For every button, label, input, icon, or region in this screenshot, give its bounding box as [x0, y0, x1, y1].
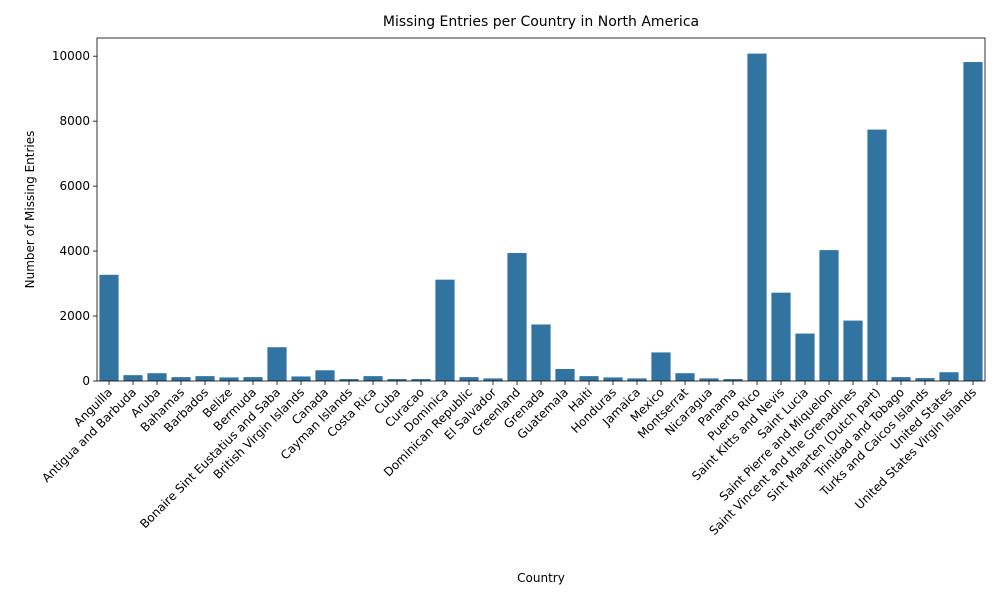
bar	[747, 53, 767, 381]
bar	[771, 292, 791, 381]
bar	[291, 376, 311, 381]
bar	[675, 373, 695, 381]
bar	[147, 373, 167, 381]
bar	[339, 379, 359, 381]
y-tick-label: 2000	[59, 309, 90, 323]
bar	[363, 376, 383, 381]
bar	[819, 250, 839, 381]
bar	[123, 375, 143, 381]
bar	[483, 378, 503, 381]
y-axis-title: Number of Missing Entries	[23, 131, 37, 289]
bar	[243, 377, 263, 381]
x-axis-title: Country	[517, 571, 565, 585]
bar	[795, 333, 815, 381]
y-tick-label: 10000	[52, 49, 90, 63]
bar	[387, 379, 407, 381]
bar	[843, 320, 863, 381]
bar	[867, 129, 887, 381]
bar	[963, 62, 983, 382]
bar	[603, 377, 623, 381]
bar	[579, 376, 599, 381]
bars-group	[99, 53, 983, 382]
y-tick-label: 0	[82, 374, 90, 388]
y-tick-label: 4000	[59, 244, 90, 258]
bar	[531, 324, 551, 381]
bar	[315, 370, 335, 381]
bar	[939, 372, 959, 381]
y-tick-label: 8000	[59, 114, 90, 128]
bar	[891, 377, 911, 381]
bar	[267, 347, 287, 381]
bar	[555, 368, 575, 381]
bar	[219, 377, 239, 381]
bar	[99, 274, 119, 381]
bar	[411, 379, 431, 381]
bar	[651, 352, 671, 381]
chart-title: Missing Entries per Country in North Ame…	[383, 14, 699, 30]
bar	[915, 378, 935, 381]
bar	[723, 379, 743, 381]
y-tick-label: 6000	[59, 179, 90, 193]
bar	[459, 377, 479, 381]
bar	[435, 279, 455, 381]
plot-frame	[96, 37, 986, 382]
bar	[699, 378, 719, 381]
bar	[171, 377, 191, 381]
y-axis: 0 2000 4000 6000 8000 10000	[52, 49, 97, 388]
bar	[627, 378, 647, 381]
bar	[195, 376, 215, 381]
bar	[507, 253, 527, 381]
